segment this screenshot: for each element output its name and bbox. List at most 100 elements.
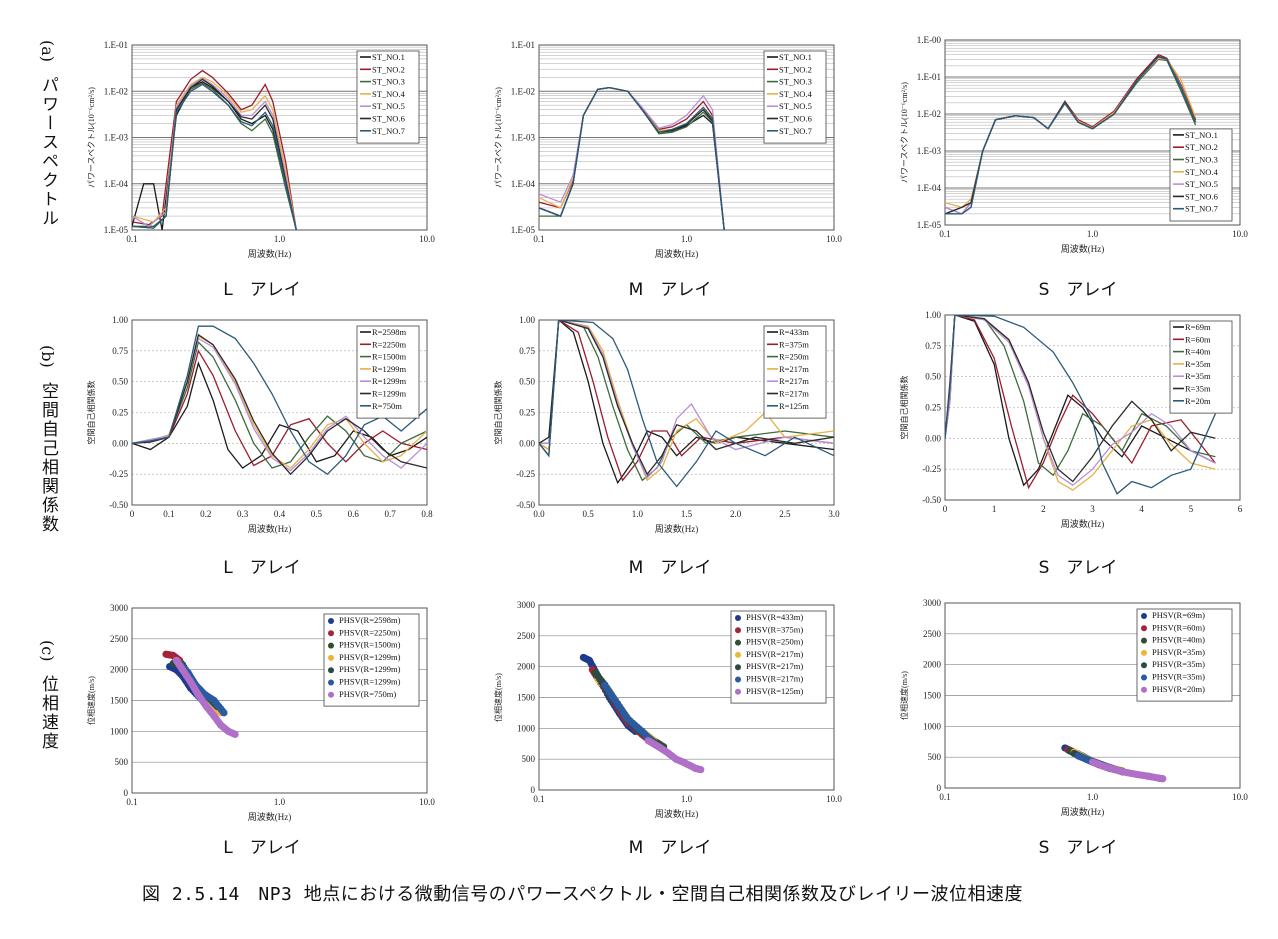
series-line: [132, 340, 427, 469]
legend-label: PHSV(R=60m): [1152, 622, 1205, 632]
legend: ST_NO.1 ST_NO.2 ST_NO.3 ST_NO.4 ST_NO.5 ST_NO…: [356, 50, 420, 144]
series-group: [945, 53, 1197, 215]
chart-svg: 0 500 1000 1500 2000 2500 3000 0.1 1.0 10.0 周波数(Hz…: [493, 600, 842, 819]
x-tick-label: 1.0: [632, 509, 644, 519]
legend-box: [763, 50, 827, 144]
x-tick-label: 0.1: [126, 234, 137, 244]
legend-label: PHSV(R=69m): [1152, 610, 1205, 620]
x-tick-label: 1.0: [1087, 229, 1099, 239]
x-tick-label: 0.6: [348, 509, 360, 519]
y-tick-label: 1.E-02: [917, 109, 941, 119]
x-axis-label: 周波数(Hz): [248, 248, 292, 259]
y-tick-label: 0: [937, 783, 942, 793]
series-group: [132, 325, 427, 476]
data-point: [697, 766, 705, 774]
legend-box: [356, 50, 420, 144]
y-tick-label: 0.75: [925, 341, 941, 351]
y-tick-label: 1.E-01: [917, 72, 941, 82]
legend-label: ST_NO.4: [372, 89, 406, 99]
y-tick-label: 1.E-02: [104, 86, 128, 96]
series-line: [132, 83, 297, 230]
legend-label: PHSV(R=2598m): [339, 615, 401, 625]
legend-box: [323, 613, 420, 707]
legend: R=433m R=375m R=250m R=217m R=217m R=217m R=12…: [763, 325, 827, 419]
legend-label: PHSV(R=2250m): [339, 627, 401, 637]
y-tick-label: 0.50: [925, 372, 941, 382]
legend-label: R=2598m: [372, 327, 406, 337]
x-tick-label: 1: [992, 504, 997, 514]
y-axis-label: パワースペクトル(10⁻⁶cm²/s): [87, 87, 96, 188]
y-tick-label: 0.50: [112, 377, 128, 387]
legend-swatch: [735, 639, 741, 646]
chart-power-spectrum-s: 1.E-05 1.E-04 1.E-03 1.E-02 1.E-01 1.E-00 0.1 1…: [893, 30, 1248, 257]
series-line: [132, 325, 427, 476]
x-tick-label: 3: [1090, 504, 1095, 514]
y-tick-label: 0.00: [112, 438, 128, 448]
x-tick-label: 1.0: [1087, 792, 1099, 802]
series-line: [945, 56, 1197, 215]
y-tick-label: 0.75: [112, 346, 128, 356]
chart-svg: -0.50 -0.25 0.00 0.25 0.50 0.75 1.00 0 0.1 0.2 0.3…: [86, 315, 433, 534]
x-tick-label: 10.0: [419, 234, 435, 244]
y-tick-label: 1.E-03: [917, 146, 942, 156]
chart-spac-m: -0.50 -0.25 0.00 0.25 0.50 0.75 1.00 0.0 0.5 1.0 1…: [487, 310, 840, 537]
y-axis-label: パワースペクトル(10⁻⁶cm²/s): [494, 87, 503, 188]
array-label-m: M アレイ: [628, 558, 712, 578]
legend-swatch: [735, 651, 741, 658]
legend-label: PHSV(R=217m): [746, 649, 803, 659]
row-title: パワースペクトル: [38, 76, 58, 229]
chart-phase-velocity-m: 0 500 1000 1500 2000 2500 3000 0.1 1.0 10.0 周波数(Hz…: [487, 595, 842, 822]
chart-phase-velocity-l: 0 500 1000 1500 2000 2500 3000 0.1 1.0 10.0 周波数(Hz…: [80, 598, 435, 825]
legend-label: ST_NO.7: [1185, 204, 1218, 214]
x-tick-label: 1.0: [274, 797, 286, 807]
plot-frame: [944, 39, 1241, 226]
array-label-s: S アレイ: [1038, 558, 1118, 578]
legend: R=2598m R=2250m R=1500m R=1299m R=1299m R=129…: [356, 325, 420, 419]
x-tick-label: 0.1: [533, 794, 544, 804]
legend-label: ST_NO.7: [779, 126, 812, 136]
y-axis-label: 空間自己相関係数: [493, 381, 503, 445]
legend-label: PHSV(R=35m): [1152, 647, 1205, 657]
y-tick-label: 1.00: [925, 310, 941, 320]
series-line: [539, 320, 834, 482]
legend-label: PHSV(R=35m): [1152, 672, 1205, 682]
legend-swatch: [735, 627, 741, 634]
series-line: [945, 55, 1197, 215]
y-tick-label: 1.E-02: [511, 86, 535, 96]
y-tick-label: 1500: [110, 696, 129, 706]
legend-swatch: [1141, 613, 1147, 619]
x-tick-label: 5: [1189, 504, 1194, 514]
y-tick-label: 2000: [110, 665, 129, 675]
y-tick-label: 1.E-01: [511, 40, 535, 50]
series-line: [539, 86, 725, 230]
plot-frame: [131, 44, 428, 231]
legend-label: R=35m: [1185, 384, 1211, 394]
chart-power-spectrum-m: 1.E-05 1.E-04 1.E-03 1.E-02 1.E-01 0.1 1.0 10.0…: [487, 35, 842, 262]
chart-svg: 1.E-05 1.E-04 1.E-03 1.E-02 1.E-01 0.1 1.0 10.0…: [494, 40, 842, 259]
legend-label: PHSV(R=750m): [339, 689, 396, 699]
legend-label: PHSV(R=217m): [746, 661, 803, 671]
series-line: [539, 86, 725, 230]
y-tick-label: 3000: [517, 600, 536, 610]
chart-svg: 0 500 1000 1500 2000 2500 3000 0.1 1.0 10.0 周波数(Hz…: [899, 598, 1248, 817]
legend-label: ST_NO.5: [372, 101, 405, 111]
row-label-a: (a) パワースペクトル: [38, 40, 58, 232]
x-tick-label: 10.0: [826, 234, 842, 244]
series-group: [539, 86, 725, 230]
y-tick-label: 2500: [110, 634, 129, 644]
y-tick-label: -0.50: [516, 500, 535, 510]
y-tick-label: 1.E-04: [104, 179, 129, 189]
y-tick-label: 0.50: [519, 377, 535, 387]
series-line: [539, 86, 725, 230]
legend-label: ST_NO.1: [1185, 130, 1218, 140]
y-tick-label: -0.50: [922, 495, 941, 505]
legend-box: [1136, 608, 1233, 702]
row-title: 空間自己相関係数: [38, 381, 58, 534]
x-axis-label: 周波数(Hz): [655, 808, 699, 819]
x-tick-label: 0.1: [939, 792, 950, 802]
y-tick-label: 1.E-01: [104, 40, 128, 50]
legend-label: R=1500m: [372, 352, 406, 362]
x-tick-label: 0.7: [385, 509, 397, 519]
legend-swatch: [328, 618, 334, 624]
y-tick-label: -0.50: [109, 500, 128, 510]
